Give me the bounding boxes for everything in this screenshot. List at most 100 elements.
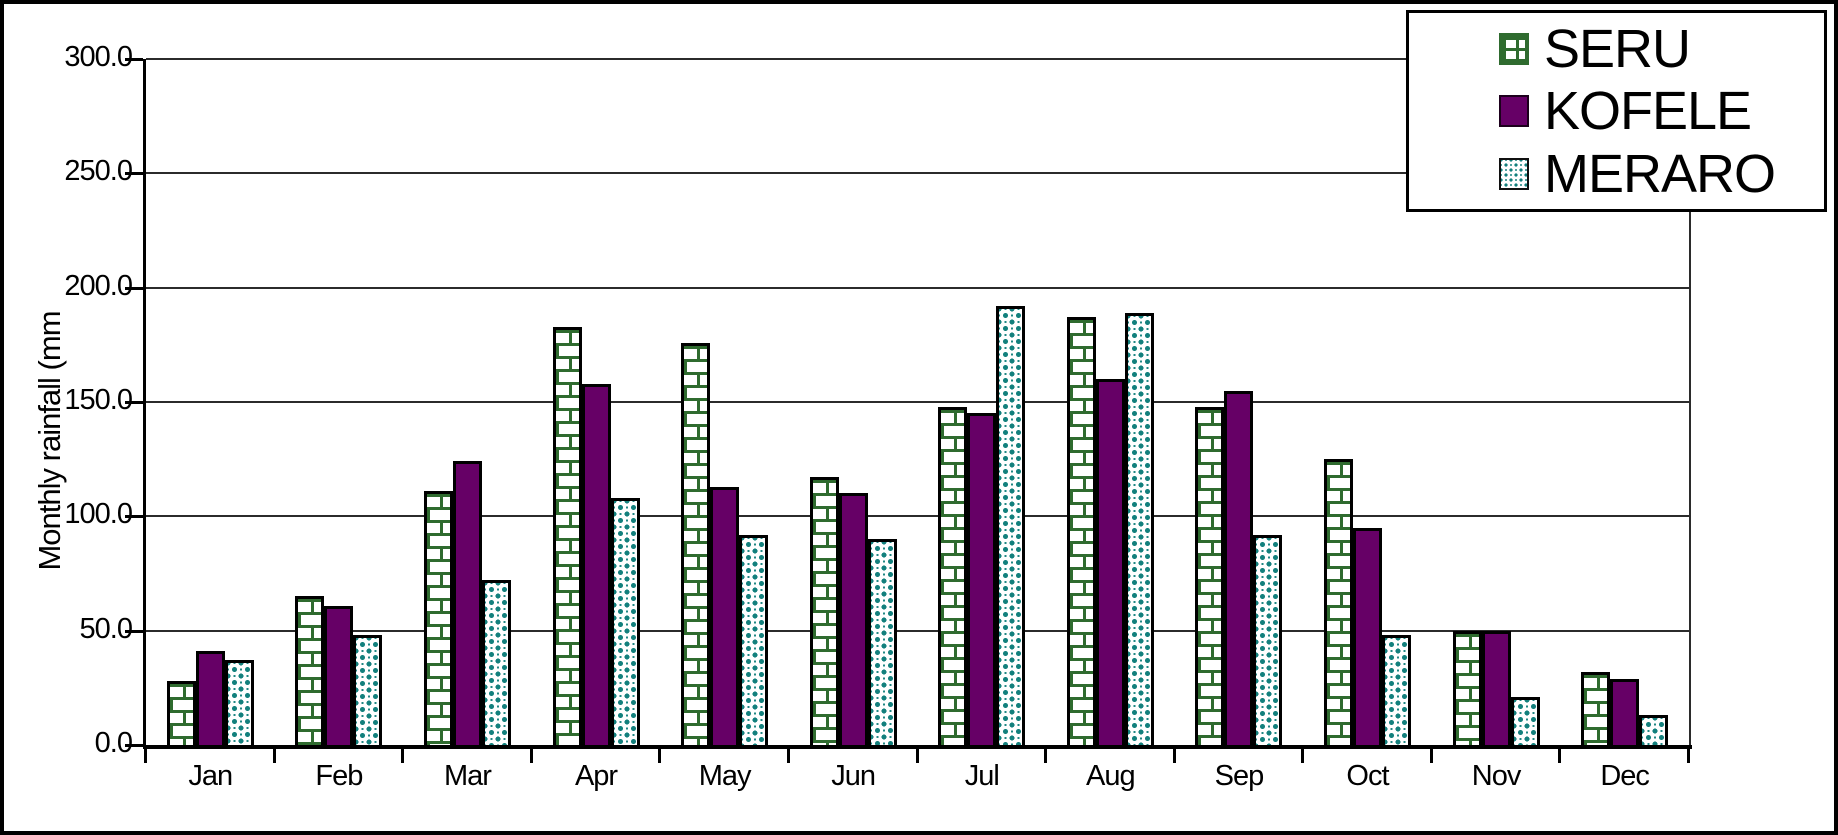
legend-label-seru: SERU — [1544, 18, 1691, 79]
y-tick-0 — [125, 744, 143, 747]
x-tick-3 — [529, 749, 533, 763]
gridline-300 — [146, 58, 1689, 60]
gridline-200 — [146, 286, 1689, 289]
bar-kofele-jun — [838, 493, 868, 745]
bar-kofele-mar — [452, 461, 482, 745]
bar-group-jun — [789, 59, 918, 745]
bar-kofele-jan — [195, 651, 225, 745]
bar-meraro-aug — [1124, 313, 1154, 745]
bar-group-nov — [1432, 59, 1561, 745]
bar-group-dec — [1560, 59, 1689, 745]
bar-kofele-oct — [1352, 528, 1382, 745]
plot-area — [146, 59, 1689, 745]
x-tick-1 — [272, 749, 276, 763]
x-tick-label-apr: Apr — [574, 760, 618, 792]
legend-label-kofele: KOFELE — [1544, 81, 1752, 141]
gridline-50 — [146, 629, 1689, 632]
x-tick-4 — [658, 749, 662, 763]
y-tick-label-150: 150.0 — [64, 384, 133, 417]
x-tick-label-jun: Jun — [831, 760, 876, 792]
bar-group-aug — [1046, 59, 1175, 745]
legend-item-seru: SERU — [1499, 22, 1824, 76]
bar-group-mar — [403, 59, 532, 745]
bar-kofele-may — [710, 487, 740, 745]
bar-seru-jun — [809, 477, 839, 745]
x-tick-label-may: May — [698, 760, 752, 792]
bar-seru-jan — [166, 681, 196, 745]
x-tick-11 — [1558, 749, 1562, 763]
bar-group-may — [660, 59, 789, 745]
x-tick-label-jul: Jul — [964, 760, 1000, 792]
x-tick-7 — [1044, 749, 1048, 763]
y-tick-200 — [125, 286, 143, 290]
bar-group-jan — [146, 59, 275, 745]
legend-label-meraro: MERARO — [1544, 143, 1776, 204]
y-tick-100 — [125, 515, 143, 519]
bar-seru-jul — [938, 407, 968, 745]
bar-group-apr — [532, 59, 661, 745]
bar-group-sep — [1175, 59, 1304, 745]
legend-item-meraro: MERARO — [1499, 147, 1824, 201]
x-tick-0 — [144, 749, 147, 763]
y-axis-title: Monthly rainfall (mm — [32, 311, 67, 571]
y-tick-label-0: 0.0 — [94, 727, 133, 760]
y-tick-label-300: 300.0 — [64, 41, 133, 74]
y-tick-50 — [125, 629, 143, 633]
bar-kofele-nov — [1481, 631, 1511, 745]
y-tick-label-100: 100.0 — [64, 498, 133, 531]
bar-seru-sep — [1195, 407, 1225, 745]
bar-kofele-feb — [324, 606, 354, 745]
legend: SERU KOFELE MERARO — [1406, 10, 1827, 212]
x-axis-line — [143, 745, 1692, 749]
bar-seru-oct — [1323, 459, 1353, 745]
gridline-100 — [146, 515, 1689, 518]
bar-meraro-feb — [353, 635, 383, 745]
bar-meraro-nov — [1510, 697, 1540, 745]
y-tick-150 — [125, 401, 143, 404]
bar-meraro-sep — [1253, 535, 1283, 745]
legend-marker-kofele-icon — [1499, 95, 1529, 127]
x-tick-label-mar: Mar — [443, 760, 492, 792]
x-tick-label-aug: Aug — [1086, 760, 1136, 792]
y-tick-300 — [125, 58, 143, 61]
bar-kofele-jul — [967, 413, 997, 745]
x-tick-5 — [786, 749, 790, 763]
bar-meraro-dec — [1639, 715, 1669, 745]
bar-meraro-jan — [224, 660, 254, 745]
bar-seru-dec — [1581, 672, 1611, 745]
y-tick-label-200: 200.0 — [64, 269, 133, 302]
legend-marker-meraro-icon — [1499, 157, 1529, 190]
x-tick-label-oct: Oct — [1346, 760, 1389, 792]
bar-seru-mar — [423, 491, 453, 745]
y-axis-line — [143, 59, 146, 749]
x-tick-10 — [1429, 749, 1433, 763]
y-tick-label-250: 250.0 — [64, 155, 133, 188]
bar-group-oct — [1303, 59, 1432, 745]
x-tick-12 — [1687, 749, 1690, 763]
bar-seru-nov — [1452, 631, 1482, 745]
bar-meraro-apr — [610, 498, 640, 745]
x-tick-8 — [1172, 749, 1176, 763]
bar-group-jul — [917, 59, 1046, 745]
gridline-150 — [146, 401, 1689, 403]
x-tick-label-jan: Jan — [188, 760, 233, 792]
x-tick-6 — [915, 749, 919, 763]
bar-seru-may — [681, 343, 711, 745]
gridline-250 — [146, 172, 1689, 175]
bar-seru-aug — [1066, 317, 1096, 745]
x-tick-label-feb: Feb — [315, 760, 363, 792]
y-tick-label-50: 50.0 — [79, 612, 133, 645]
y-tick-250 — [125, 172, 143, 176]
bar-meraro-jun — [867, 539, 897, 745]
bar-group-feb — [275, 59, 404, 745]
bar-seru-feb — [295, 596, 325, 745]
legend-item-kofele: KOFELE — [1499, 84, 1824, 138]
x-tick-label-sep: Sep — [1214, 760, 1265, 792]
bar-kofele-apr — [581, 384, 611, 745]
x-tick-9 — [1301, 749, 1305, 763]
legend-marker-seru-icon — [1499, 32, 1529, 65]
bar-seru-apr — [552, 327, 582, 745]
bar-meraro-mar — [481, 580, 511, 745]
bar-meraro-may — [739, 535, 769, 745]
bar-kofele-aug — [1095, 379, 1125, 745]
